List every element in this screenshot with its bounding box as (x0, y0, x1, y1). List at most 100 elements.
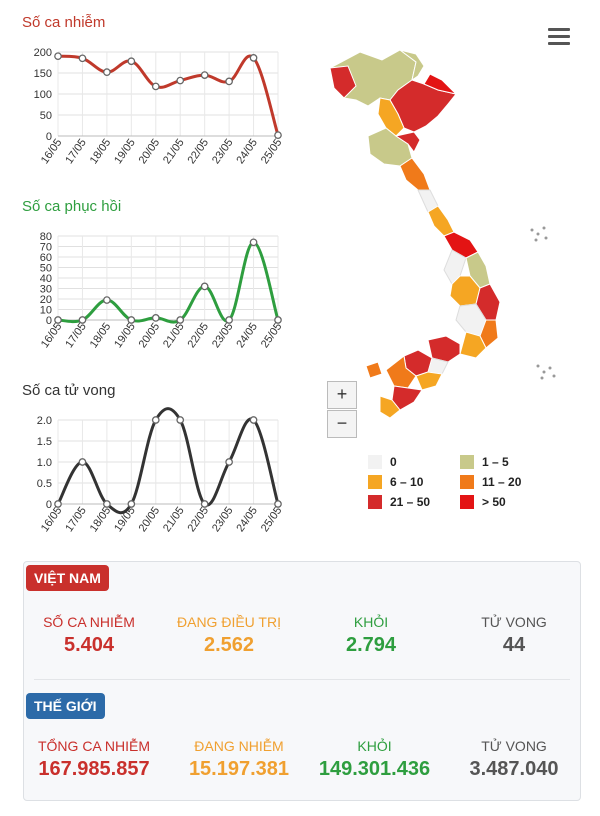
y-tick-label: 0 (46, 499, 52, 511)
x-tick-label: 16/05 (39, 137, 65, 166)
y-tick-label: 20 (40, 294, 52, 306)
legend-label: 6 – 10 (390, 475, 424, 489)
map-province[interactable] (399, 49, 425, 82)
legend-label: 11 – 20 (482, 475, 522, 489)
map-province[interactable] (459, 331, 487, 359)
data-point (176, 316, 185, 324)
data-point (200, 282, 209, 291)
x-tick-label: 18/05 (88, 321, 114, 350)
chart-deaths-plot: 0 0.5 1.0 1.5 2.0 16/0517/0518/0519/0520/0521… (37, 407, 284, 534)
x-tick-label: 22/05 (186, 137, 212, 166)
x-tick-label: 25/05 (259, 137, 285, 166)
y-tick-label: 0 (46, 315, 52, 327)
data-point (127, 57, 136, 66)
x-tick-label: 16/05 (39, 505, 65, 534)
vn-stat-recovered: KHỎI 2.794 (306, 614, 436, 657)
legend-swatch (460, 495, 474, 509)
map-province[interactable] (479, 319, 499, 349)
data-point (151, 314, 160, 322)
map-province[interactable] (427, 205, 455, 237)
data-point (249, 238, 258, 247)
y-tick-label: 30 (40, 284, 52, 296)
vietnam-map (329, 49, 556, 419)
data-point (127, 316, 136, 324)
map-province[interactable] (377, 97, 405, 137)
map-province[interactable] (423, 73, 458, 95)
chart-deaths: Số ca tử vong 0 0.5 1.0 1.5 2.0 16/05 17/05 18/… (0, 382, 300, 562)
vn-stat-deaths: TỬ VONG 44 (449, 614, 579, 657)
hamburger-menu-icon[interactable] (548, 28, 570, 46)
world-stat-deaths: TỬ VONG 3.487.040 (449, 738, 579, 781)
data-point (78, 54, 87, 63)
x-tick-label: 18/05 (88, 505, 114, 534)
data-point (151, 82, 160, 91)
x-tick-label: 25/05 (259, 321, 285, 350)
legend-item: 21 – 50 (368, 495, 430, 509)
zoom-in-button[interactable]: + (327, 381, 357, 409)
map-province[interactable] (329, 65, 357, 99)
map-province[interactable] (394, 131, 421, 153)
data-point (249, 416, 258, 424)
divider (34, 679, 570, 680)
chart-title: Số ca phục hồi (22, 198, 122, 215)
world-badge: THẾ GIỚI (26, 693, 105, 719)
x-tick-label: 17/05 (63, 505, 89, 534)
data-point (225, 316, 233, 324)
data-point (200, 500, 209, 508)
stat-value: 149.301.436 (318, 758, 431, 780)
y-tick-label: 0.5 (37, 478, 52, 490)
data-point (176, 76, 185, 85)
vietnam-badge: VIỆT NAM (26, 565, 109, 591)
data-point (103, 500, 111, 508)
x-tick-label: 20/05 (137, 505, 163, 534)
vn-stat-treating: ĐANG ĐIỀU TRỊ 2.562 (164, 614, 294, 657)
data-point (176, 416, 185, 424)
legend-label: 21 – 50 (390, 495, 431, 509)
y-tick-label: 0 (46, 131, 52, 143)
x-tick-label: 23/05 (210, 321, 236, 350)
y-tick-label: 100 (34, 89, 52, 101)
legend-label: 1 – 5 (482, 455, 509, 469)
chart-title: Số ca nhiễm (22, 14, 106, 31)
y-tick-label: 60 (40, 252, 52, 264)
x-tick-label: 18/05 (88, 137, 114, 166)
stat-label: TỬ VONG (481, 738, 547, 754)
chart-infected: Số ca nhiễm 0 50 100 150 200 16/05 17/05 18/05 1… (0, 14, 300, 194)
data-point (54, 500, 62, 508)
stat-label: SỐ CA NHIỄM (43, 614, 135, 630)
x-tick-label: 16/05 (39, 321, 65, 350)
vn-stat-cases: SỐ CA NHIỄM 5.404 (24, 614, 154, 657)
data-point (78, 458, 87, 466)
data-point (225, 77, 233, 86)
y-tick-label: 10 (40, 305, 52, 317)
map-province[interactable] (379, 395, 401, 419)
y-tick-label: 1.5 (37, 436, 52, 448)
data-point (151, 416, 160, 424)
legend-swatch (368, 495, 382, 509)
world-stat-recovered: KHỎI 149.301.436 (307, 738, 442, 781)
legend-label: > 50 (482, 495, 506, 509)
legend-item: 0 (368, 455, 397, 469)
map-province[interactable] (365, 361, 383, 379)
data-point (225, 458, 233, 466)
y-tick-label: 1.0 (37, 457, 52, 469)
x-tick-label: 24/05 (234, 505, 260, 534)
x-tick-label: 20/05 (137, 321, 163, 350)
zoom-out-button[interactable]: − (327, 410, 357, 438)
data-point (78, 316, 87, 324)
legend-item: 6 – 10 (368, 475, 423, 489)
x-tick-label: 21/05 (161, 505, 187, 534)
x-tick-label: 20/05 (137, 137, 163, 166)
x-tick-label: 17/05 (63, 137, 89, 166)
data-point (54, 316, 62, 324)
world-stat-cases: TỔNG CA NHIỄM 167.985.857 (24, 738, 164, 781)
x-tick-label: 17/05 (63, 321, 89, 350)
x-tick-label: 19/05 (112, 505, 138, 534)
map-province[interactable] (399, 157, 431, 191)
map-province[interactable] (415, 371, 443, 391)
y-tick-label: 150 (34, 68, 52, 80)
legend-item: 11 – 20 (460, 475, 521, 489)
stat-label: TỔNG CA NHIỄM (37, 738, 150, 754)
stat-label: KHỎI (357, 738, 392, 754)
